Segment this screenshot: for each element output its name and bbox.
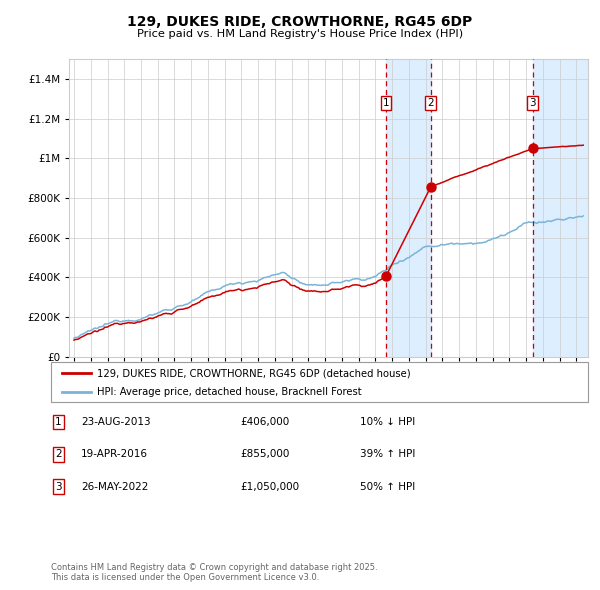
Text: 129, DUKES RIDE, CROWTHORNE, RG45 6DP (detached house): 129, DUKES RIDE, CROWTHORNE, RG45 6DP (d… — [97, 369, 410, 379]
Text: 129, DUKES RIDE, CROWTHORNE, RG45 6DP: 129, DUKES RIDE, CROWTHORNE, RG45 6DP — [127, 15, 473, 30]
Text: 1: 1 — [383, 98, 389, 108]
FancyBboxPatch shape — [51, 362, 588, 402]
Text: 50% ↑ HPI: 50% ↑ HPI — [360, 482, 415, 491]
Text: £406,000: £406,000 — [240, 417, 289, 427]
Text: 2: 2 — [55, 450, 62, 459]
Text: 26-MAY-2022: 26-MAY-2022 — [81, 482, 148, 491]
Text: 1: 1 — [55, 417, 62, 427]
Text: This data is licensed under the Open Government Licence v3.0.: This data is licensed under the Open Gov… — [51, 572, 319, 582]
Text: 23-AUG-2013: 23-AUG-2013 — [81, 417, 151, 427]
Text: Contains HM Land Registry data © Crown copyright and database right 2025.: Contains HM Land Registry data © Crown c… — [51, 563, 377, 572]
Text: HPI: Average price, detached house, Bracknell Forest: HPI: Average price, detached house, Brac… — [97, 388, 361, 397]
Text: Price paid vs. HM Land Registry's House Price Index (HPI): Price paid vs. HM Land Registry's House … — [137, 29, 463, 38]
Text: 3: 3 — [55, 482, 62, 491]
Text: 39% ↑ HPI: 39% ↑ HPI — [360, 450, 415, 459]
Bar — [533, 59, 588, 357]
Text: 19-APR-2016: 19-APR-2016 — [81, 450, 148, 459]
Text: 2: 2 — [427, 98, 434, 108]
Text: £1,050,000: £1,050,000 — [240, 482, 299, 491]
Bar — [386, 59, 431, 357]
Text: £855,000: £855,000 — [240, 450, 289, 459]
Text: 3: 3 — [529, 98, 536, 108]
Text: 10% ↓ HPI: 10% ↓ HPI — [360, 417, 415, 427]
